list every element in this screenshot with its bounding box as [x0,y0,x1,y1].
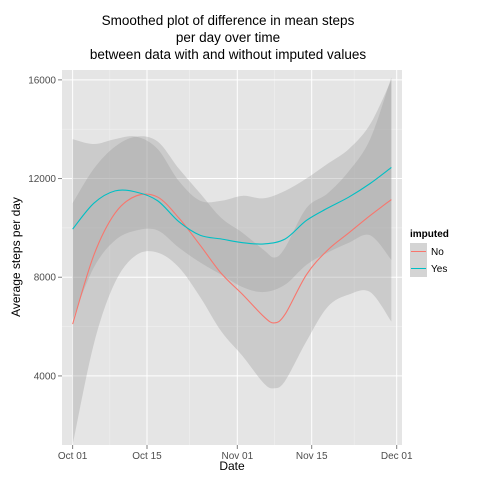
grid-lines [62,70,402,445]
y-tick-label: 12000 [28,174,56,185]
x-tick-label: Oct 15 [132,451,162,462]
chart-title-line-1: Smoothed plot of difference in mean step… [102,13,355,28]
chart-title-line-2: per day over time [176,30,280,45]
legend-label-no: No [431,247,444,258]
confidence-bands [72,77,392,446]
plot-panel [62,70,402,445]
x-tick-label: Oct 01 [58,451,88,462]
legend: imputed No Yes [410,229,449,277]
x-axis-title: Date [219,459,245,473]
legend-label-yes: Yes [431,264,447,275]
y-tick-label: 16000 [28,75,56,86]
x-axis-ticks: Oct 01 Oct 15 Nov 01 Nov 15 Dec 01 [58,445,413,462]
confidence-band-yes [72,79,392,320]
x-tick-label: Nov 15 [296,451,328,462]
chart-title-line-3: between data with and without imputed va… [90,47,366,62]
y-axis-title: Average steps per day [9,197,23,317]
series-line-no [72,193,392,325]
y-tick-label: 8000 [34,273,57,284]
series-lines [72,167,392,325]
x-tick-label: Nov 01 [221,451,253,462]
confidence-band-no [72,77,392,446]
series-line-yes [72,167,392,245]
y-tick-label: 4000 [34,371,57,382]
y-axis-ticks: 4000 8000 12000 16000 [28,75,62,382]
legend-title: imputed [410,229,449,240]
x-tick-label: Dec 01 [381,451,413,462]
